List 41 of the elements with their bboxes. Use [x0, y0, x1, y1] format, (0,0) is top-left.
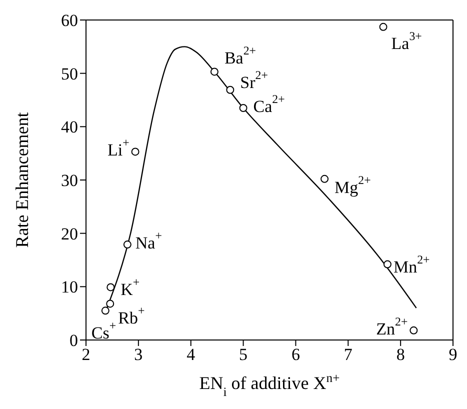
point — [106, 283, 115, 292]
point — [131, 148, 140, 156]
y-tick-label: 50 — [61, 64, 78, 84]
point-label: Cs$^{+}$ — [91, 318, 116, 342]
point-label: Li$^{+}$ — [107, 136, 130, 160]
y-tick-label: 20 — [61, 224, 78, 244]
point — [320, 174, 329, 183]
y-tick-label: 10 — [61, 278, 78, 297]
x-tick-label: 3 — [134, 345, 143, 364]
point — [383, 260, 392, 268]
point — [239, 104, 248, 112]
point — [101, 306, 110, 315]
point — [210, 68, 218, 76]
x-tick-label: 8 — [396, 345, 405, 364]
point-label: Ba$^{2+}$ — [224, 44, 256, 68]
point — [410, 326, 418, 334]
point-label: Zn$^{2+}$ — [376, 314, 408, 338]
point-label: Sr$^{2+}$ — [240, 68, 268, 92]
point — [123, 240, 132, 249]
point-label: La$^{3+}$ — [391, 28, 422, 52]
point — [106, 300, 114, 308]
x-tick-label: 9 — [448, 345, 458, 364]
point-label: Mg$^{2+}$ — [334, 172, 371, 196]
x-tick-label: 4 — [186, 345, 196, 364]
x-axis-title: EN$_{i}$ of additive X$^{n+}$ — [199, 371, 340, 399]
point-label: Rb$^{+}$ — [118, 304, 145, 328]
point-label: Ca$^{2+}$ — [253, 92, 285, 116]
y-axis-title: Rate Enhancement — [12, 112, 32, 248]
x-tick-label: 6 — [291, 345, 300, 364]
y-tick-label: 30 — [61, 171, 78, 190]
point-label: Mn$^{2+}$ — [393, 252, 430, 276]
x-tick-label: 2 — [82, 345, 90, 364]
point — [379, 22, 388, 31]
point-label: Na$^{+}$ — [135, 228, 162, 252]
y-tick-label: 60 — [61, 11, 78, 30]
x-tick-label: 5 — [239, 345, 248, 364]
y-tick-label: 40 — [61, 118, 78, 137]
point-label: K$^{+}$ — [120, 275, 140, 299]
point — [226, 86, 234, 94]
y-tick-label: 0 — [70, 331, 78, 350]
x-tick-label: 7 — [344, 345, 353, 364]
